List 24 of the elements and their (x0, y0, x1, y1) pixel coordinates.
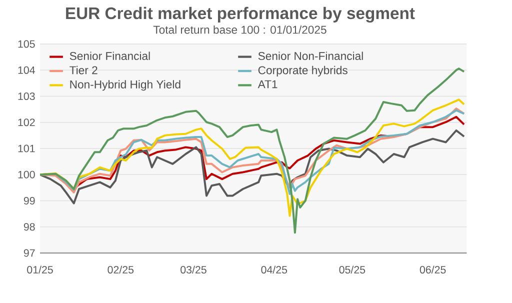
y-tick-label: 100 (18, 170, 35, 178)
legend-label: Senior Non-Financial (258, 52, 363, 60)
x-tick-label: 04/25 (261, 266, 288, 274)
chart-subtitle: Total return base 100 : 01/01/2025 (153, 25, 326, 34)
x-tick-label: 06/25 (420, 266, 446, 274)
chart-title: EUR Credit market performance by segment (66, 6, 415, 23)
line-series (40, 68, 466, 234)
y-tick-label: 104 (18, 66, 35, 74)
y-tick-label: 101 (18, 144, 35, 152)
y-tick-label: 105 (18, 40, 35, 48)
y-tick-label: 97 (24, 249, 35, 257)
y-tick-label: 102 (18, 118, 35, 126)
legend-label: Non-Hybrid High Yield (70, 80, 180, 91)
y-tick-label: 103 (18, 92, 35, 100)
legend-label: Tier 2 (70, 66, 98, 74)
legend-label: Senior Financial (70, 52, 150, 60)
legend-label: AT1 (258, 80, 278, 88)
x-tick-label: 02/25 (108, 266, 134, 274)
x-tick-label: 05/25 (339, 266, 366, 274)
y-tick-label: 98 (24, 223, 35, 231)
legend-label: Corporate hybrids (258, 66, 348, 76)
x-tick-label: 01/25 (27, 266, 53, 274)
y-tick-label: 99 (24, 196, 35, 205)
x-tick-label: 03/25 (180, 266, 206, 274)
